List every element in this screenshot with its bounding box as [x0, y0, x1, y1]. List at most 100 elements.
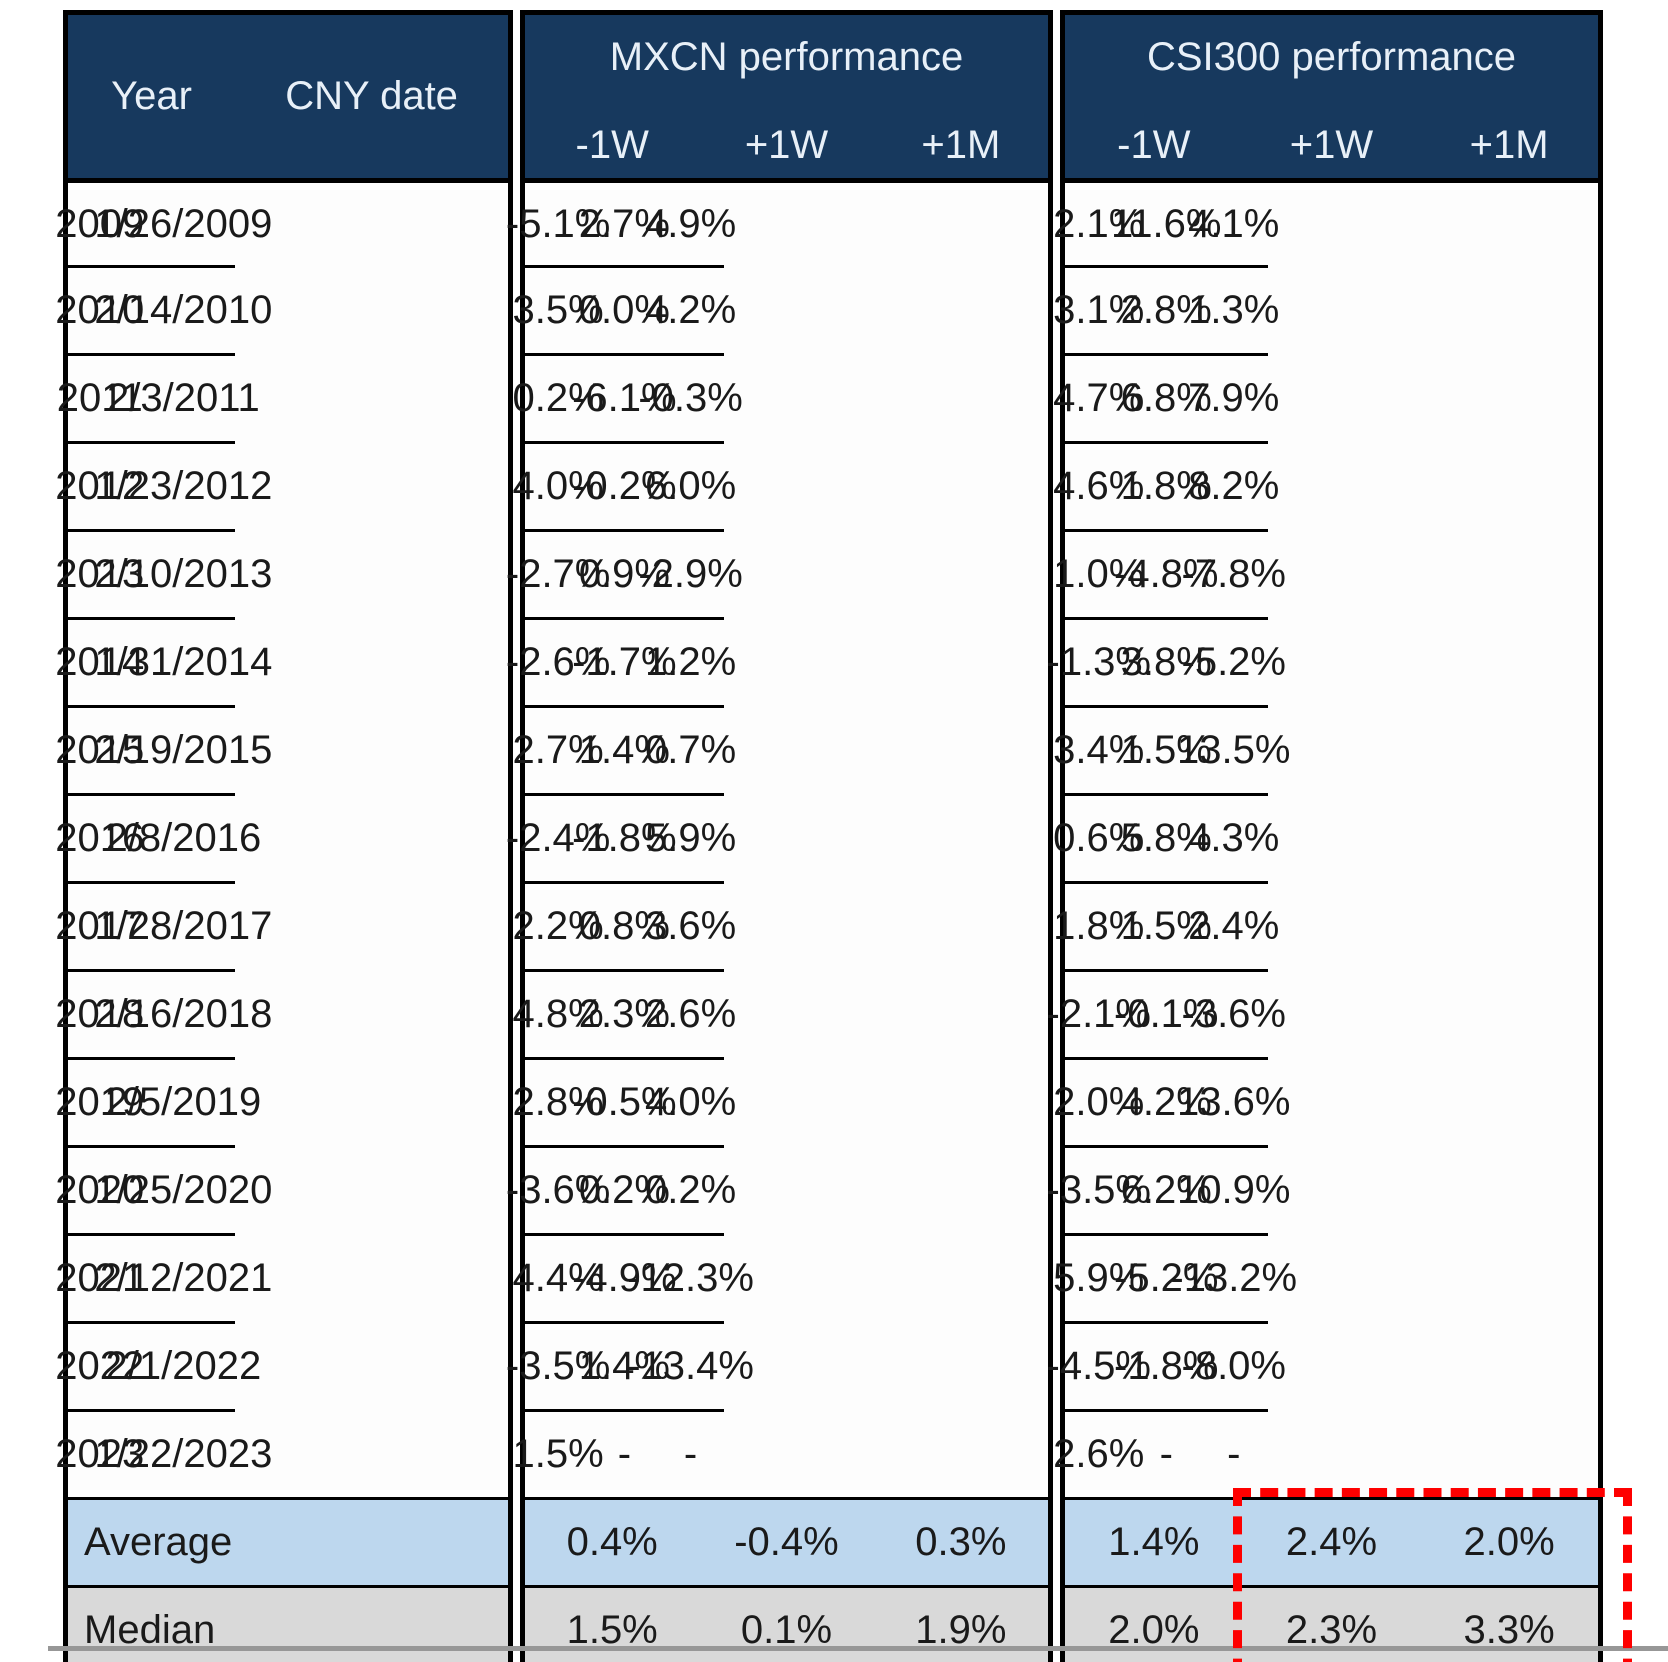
mxcn-body: -5.1% 2.7% 4.9% 3.5% 0.0% 4.2% 0.2% -6.1% -0.3% 4…: [506, 183, 1048, 1662]
table-cell: 3.5%: [512, 288, 604, 332]
table-cell: 4.1%: [1188, 201, 1280, 246]
table-cell: 0.4%: [566, 1520, 658, 1564]
table-cell: 2015: [55, 728, 145, 772]
table-cell: 2009: [55, 201, 145, 246]
table-cell: 4.9%: [645, 201, 737, 246]
table-cell: 2.3%: [1285, 1608, 1378, 1652]
table-row: 2015 2/19/2015: [55, 705, 272, 793]
table-cell: 4.7%: [1053, 376, 1145, 420]
table-cell: 1/31/2014: [94, 640, 273, 684]
table-cell: 0.9%: [578, 552, 670, 596]
table-row: 2018 2/16/2018: [55, 969, 273, 1057]
table-cell: 1.5%: [512, 1432, 604, 1476]
table-row: 2012 1/23/2012: [55, 441, 272, 529]
table-cell: -3.6%: [1181, 992, 1287, 1036]
table-row: 1.8% 1.5% 2.4%: [1053, 881, 1279, 969]
table-cell: 0.2%: [512, 376, 604, 420]
table-cell: 0.6%: [1053, 816, 1145, 860]
table-cell: 2014: [55, 640, 145, 684]
table-cell: 4.0%: [512, 464, 604, 508]
table-row: -4.5% -1.8% -8.0%: [1047, 1321, 1287, 1409]
table-cell: 2/16/2018: [94, 992, 273, 1036]
table-row: 2021 2/12/2021: [55, 1233, 272, 1321]
table-row: 2.8% -0.5% 4.0%: [512, 1057, 736, 1145]
table-cell: 2/8/2016: [105, 816, 262, 860]
csi300-subheaders: -1W +1W +1M: [1065, 123, 1598, 168]
table-cell: 2013: [55, 552, 145, 596]
table-row: 2010 2/14/2010: [55, 265, 272, 353]
table-row: 4.8% 2.3% 2.6%: [513, 969, 736, 1057]
csi300-header: CSI300 performance -1W +1W +1M: [1065, 15, 1598, 183]
table-cell: 2021: [55, 1256, 145, 1300]
table-row: -3.6% 0.2% 0.2%: [506, 1145, 737, 1233]
table-cell: 2011: [56, 376, 143, 420]
table-cell: 2010: [55, 288, 145, 332]
table-row: 2013 2/10/2013: [55, 529, 273, 617]
table-cell: Average: [84, 1520, 233, 1564]
mxcn-col-plus-1w-header: +1W: [744, 123, 829, 167]
footer-divider: [48, 1646, 1668, 1651]
table-cell: 1.4%: [578, 728, 670, 772]
table-row: 1.0% -4.8% -7.8%: [1053, 529, 1286, 617]
table-row: 2020 1/25/2020: [55, 1145, 273, 1233]
mxcn-block: MXCN performance -1W +1W +1M -5.1% 2.7% 4.…: [506, 10, 1053, 1662]
table-cell: 2.7%: [578, 201, 670, 246]
table-cell: 4.6%: [1053, 464, 1145, 508]
table-row: 2011 2/3/2011: [56, 353, 260, 441]
table-cell: 0.2%: [645, 1168, 737, 1212]
table-cell: 2.8%: [512, 1080, 604, 1124]
table-cell: 1/25/2020: [94, 1168, 273, 1212]
table-cell: 2.3%: [578, 992, 670, 1036]
table-cell: 6.8%: [1120, 376, 1212, 420]
table-cell: 1.0%: [1053, 552, 1145, 596]
table-cell: 2/10/2013: [94, 552, 273, 596]
table-cell: 8.2%: [1188, 464, 1280, 508]
table-cell: 2.0%: [1463, 1520, 1555, 1564]
table-row: 2009 1/26/2009: [55, 183, 272, 265]
table-cell: 1.2%: [645, 640, 737, 684]
table-cell: -8.0%: [1181, 1344, 1287, 1388]
table-row: 2023 1/22/2023: [55, 1409, 273, 1497]
table-cell: 1.3%: [1188, 288, 1280, 332]
table-cell: 1.4%: [1108, 1520, 1200, 1564]
table-row: 1.5% - -: [512, 1409, 724, 1497]
table-cell: 5.9%: [645, 816, 737, 860]
year-date-body: 2009 1/26/2009 2010 2/14/2010 2011 2/3/2011 20…: [55, 183, 508, 1662]
year-date-header: Year CNY date: [68, 15, 508, 183]
table-cell: Median: [84, 1608, 216, 1652]
table-row: 3.4% 1.5% 13.5%: [1053, 705, 1290, 793]
mxcn-subheaders: -1W +1W +1M: [525, 123, 1048, 168]
table-row: 2016 2/8/2016: [55, 793, 262, 881]
table-cell: 3.8%: [1120, 640, 1212, 684]
table-cell: 0.7%: [645, 728, 737, 772]
csi300-col-plus-1m-header: +1M: [1469, 123, 1549, 167]
table-row: 4.7% 6.8% 7.9%: [1053, 353, 1280, 441]
table-cell: 3.3%: [1463, 1608, 1555, 1652]
table-row: 0.4% -0.4% 0.3%: [525, 1497, 1048, 1585]
table-row: 2.6% - -: [1053, 1409, 1268, 1497]
table-cell: 1/22/2023: [94, 1432, 273, 1476]
table-row: Average: [68, 1497, 508, 1585]
mxcn-group-title: MXCN performance: [609, 35, 964, 79]
table-row: 2022 2/1/2022: [55, 1321, 261, 1409]
table-cell: 3.1%: [1053, 288, 1145, 332]
table-cell: 4.4%: [512, 1256, 604, 1300]
table-cell: 1.5%: [566, 1608, 658, 1652]
table-row: 2.1% 11.6% 4.1%: [1053, 183, 1280, 265]
table-cell: 2020: [55, 1168, 145, 1212]
table-cell: 0.1%: [740, 1608, 833, 1652]
table-cell: 2/5/2019: [105, 1080, 262, 1124]
table-cell: 4.2%: [645, 288, 737, 332]
csi300-col-plus-1w-header: +1W: [1289, 123, 1374, 167]
table-cell: 0.2%: [578, 1168, 670, 1212]
table-cell: 1.5%: [1120, 728, 1212, 772]
table-cell: 1.9%: [915, 1608, 1007, 1652]
table-cell: 13.6%: [1177, 1080, 1291, 1124]
table-row: -5.1% 2.7% 4.9%: [506, 183, 737, 265]
table-cell: 6.2%: [1120, 1168, 1212, 1212]
table-cell: 7.9%: [1188, 376, 1280, 420]
csi300-group-title: CSI300 performance: [1146, 35, 1517, 79]
table-row: -1.3% 3.8% -5.2%: [1047, 617, 1286, 705]
table-cell: 2.2%: [512, 904, 604, 948]
